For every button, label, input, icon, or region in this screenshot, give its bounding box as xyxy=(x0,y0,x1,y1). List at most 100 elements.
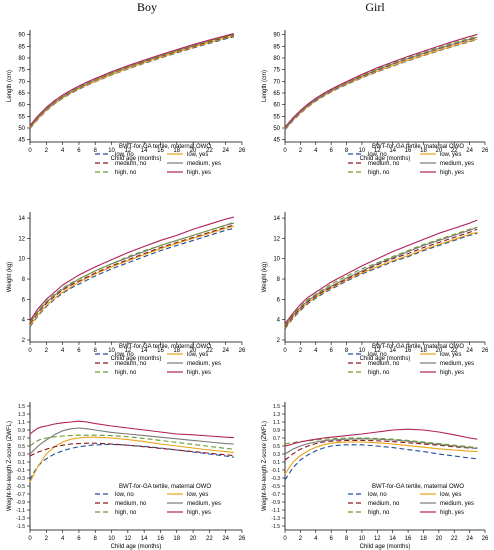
y-axis-label: Weight (kg) xyxy=(262,262,268,293)
series-line-medium-no xyxy=(29,224,234,325)
legend-label: medium, yes xyxy=(187,361,221,367)
legend-label: low, yes xyxy=(440,352,461,358)
x-tick-label: 26 xyxy=(239,536,246,542)
legend: BWT-for-GA tertile, maternal OWO low, no l… xyxy=(95,484,221,516)
y-axis-label: Weight-for-length Z-score (ZWFL) xyxy=(262,421,268,511)
y-tick-label: 60 xyxy=(273,103,280,109)
y-tick-label: 0.7 xyxy=(18,436,25,442)
y-tick-label: -1.5 xyxy=(271,524,280,530)
y-axis-label: Weight (kg) xyxy=(7,262,13,293)
y-tick-label: 85 xyxy=(18,44,25,50)
y-tick-label: -0.1 xyxy=(271,468,280,474)
x-tick-label: 10 xyxy=(359,148,366,154)
x-tick-label: 4 xyxy=(61,536,65,542)
y-tick-label: 0.9 xyxy=(18,428,25,434)
x-tick-label: 18 xyxy=(173,348,180,354)
x-tick-label: 6 xyxy=(77,536,81,542)
x-tick-label: 10 xyxy=(359,536,366,542)
x-tick-label: 22 xyxy=(206,536,213,542)
legend-label: low, no xyxy=(115,152,134,158)
x-tick-label: 14 xyxy=(141,348,148,354)
legend-title: BWT-for-GA tertile, maternal OWO xyxy=(372,144,464,150)
y-tick-label: 0.3 xyxy=(18,452,25,458)
x-tick-label: 20 xyxy=(190,536,197,542)
x-tick-label: 8 xyxy=(345,148,349,154)
x-tick-label: 16 xyxy=(157,348,164,354)
legend-label: high, no xyxy=(368,370,390,376)
series-line-low-yes xyxy=(284,231,478,329)
y-tick-label: 6 xyxy=(277,297,281,303)
y-tick-label: -0.7 xyxy=(16,492,25,498)
y-tick-label: 55 xyxy=(273,114,280,120)
x-tick-label: 10 xyxy=(108,536,115,542)
series-line-medium-no xyxy=(284,228,478,328)
y-tick-label: 0.5 xyxy=(18,444,25,450)
series-line-low-yes xyxy=(284,441,478,475)
y-tick-label: 1.5 xyxy=(18,404,25,410)
x-tick-label: 8 xyxy=(345,348,349,354)
legend-label: medium, no xyxy=(115,361,147,367)
legend-label: medium, no xyxy=(115,161,147,167)
y-tick-label: 65 xyxy=(18,91,25,97)
x-tick-label: 2 xyxy=(299,148,303,154)
legend-label: medium, yes xyxy=(187,161,221,167)
x-tick-label: 4 xyxy=(61,348,65,354)
y-tick-label: 1.3 xyxy=(273,412,280,418)
x-tick-label: 20 xyxy=(190,148,197,154)
legend-label: low, no xyxy=(368,492,387,498)
x-tick-label: 10 xyxy=(359,348,366,354)
x-tick-label: 16 xyxy=(405,148,412,154)
chart-panel-5: -1.5 -1.3 -1.1 -0.9 -0.7 -0.5 -0.3 -0.1 0.1 0.3 0.… xyxy=(7,402,246,550)
legend-title: BWT-for-GA tertile, maternal OWO xyxy=(119,144,211,150)
series-line-low-yes xyxy=(29,436,234,483)
series-line-low-no xyxy=(284,232,478,330)
x-tick-label: 2 xyxy=(299,348,303,354)
y-tick-label: -1.1 xyxy=(271,508,280,514)
legend-title: BWT-for-GA tertile, maternal OWO xyxy=(372,484,464,490)
y-tick-label: 8 xyxy=(277,277,281,283)
y-tick-label: -0.9 xyxy=(16,500,25,506)
legend-label: medium, no xyxy=(368,501,400,507)
legend-label: high, no xyxy=(115,170,137,176)
y-tick-label: 1.5 xyxy=(273,404,280,410)
series-line-high-no xyxy=(29,33,234,127)
x-tick-label: 18 xyxy=(173,536,180,542)
series-line-medium-no xyxy=(29,442,234,457)
x-tick-label: 24 xyxy=(466,536,473,542)
series-line-low-no xyxy=(29,36,234,129)
series-line-high-yes xyxy=(284,33,478,128)
x-axis-label: Child age (months) xyxy=(360,544,411,550)
y-tick-label: 50 xyxy=(273,126,280,132)
x-tick-label: 24 xyxy=(466,348,473,354)
y-tick-label: 0.7 xyxy=(273,436,280,442)
series-line-low-no xyxy=(284,39,478,131)
x-tick-label: 0 xyxy=(283,348,287,354)
x-tick-label: 2 xyxy=(45,148,49,154)
series-line-medium-yes xyxy=(29,33,234,128)
x-tick-label: 22 xyxy=(451,148,458,154)
y-tick-label: 45 xyxy=(273,138,280,144)
x-tick-label: 8 xyxy=(94,348,98,354)
series-line-high-yes xyxy=(29,32,234,126)
y-tick-label: 14 xyxy=(18,216,25,222)
y-tick-label: -0.5 xyxy=(16,484,25,490)
x-tick-label: 2 xyxy=(45,348,49,354)
y-axis-label: Length (cm) xyxy=(262,70,268,102)
y-tick-label: 2 xyxy=(22,338,26,344)
x-tick-label: 0 xyxy=(28,348,32,354)
series-line-high-no xyxy=(284,35,478,128)
legend-label: low, yes xyxy=(187,152,208,158)
column-title-girl: Girl xyxy=(365,0,385,14)
legend-label: high, yes xyxy=(440,510,464,516)
legend: BWT-for-GA tertile, maternal OWO low, no l… xyxy=(95,144,221,176)
series-line-medium-yes xyxy=(29,222,234,324)
x-tick-label: 24 xyxy=(222,148,229,154)
legend-label: high, yes xyxy=(187,510,211,516)
y-tick-label: 0.5 xyxy=(273,444,280,450)
x-tick-label: 6 xyxy=(329,536,333,542)
y-tick-label: 50 xyxy=(18,126,25,132)
y-tick-label: 2 xyxy=(277,338,281,344)
